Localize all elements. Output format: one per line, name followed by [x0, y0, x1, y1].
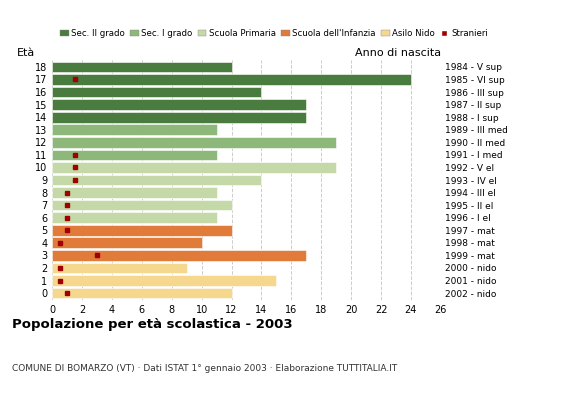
Bar: [52, 62, 231, 72]
Bar: [52, 99, 306, 110]
Bar: [52, 87, 262, 97]
Text: Anno di nascita: Anno di nascita: [355, 48, 441, 58]
Bar: [52, 275, 277, 286]
Bar: [52, 238, 202, 248]
Bar: [52, 175, 262, 185]
Bar: [52, 263, 187, 273]
Bar: [52, 74, 411, 85]
Text: COMUNE DI BOMARZO (VT) · Dati ISTAT 1° gennaio 2003 · Elaborazione TUTTITALIA.IT: COMUNE DI BOMARZO (VT) · Dati ISTAT 1° g…: [12, 364, 397, 373]
Bar: [52, 225, 231, 236]
Bar: [52, 288, 231, 298]
Text: Età: Età: [17, 48, 35, 58]
Bar: [52, 124, 216, 135]
Bar: [52, 162, 336, 173]
Bar: [52, 200, 231, 210]
Bar: [52, 250, 306, 261]
Bar: [52, 137, 336, 148]
Text: Popolazione per età scolastica - 2003: Popolazione per età scolastica - 2003: [12, 318, 292, 331]
Bar: [52, 187, 216, 198]
Bar: [52, 112, 306, 122]
Bar: [52, 150, 216, 160]
Bar: [52, 212, 216, 223]
Legend: Sec. II grado, Sec. I grado, Scuola Primaria, Scuola dell'Infanzia, Asilo Nido, : Sec. II grado, Sec. I grado, Scuola Prim…: [56, 26, 491, 41]
